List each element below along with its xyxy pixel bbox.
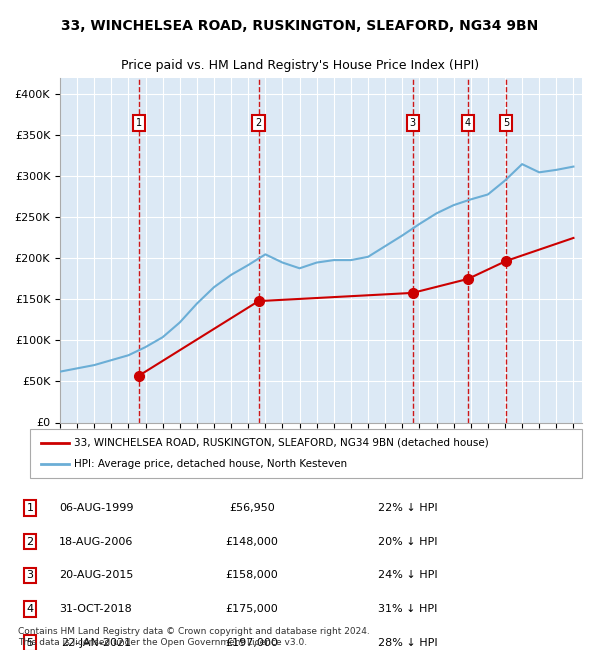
Text: 31% ↓ HPI: 31% ↓ HPI [379,604,437,614]
Text: £197,000: £197,000 [226,638,278,648]
Text: 33, WINCHELSEA ROAD, RUSKINGTON, SLEAFORD, NG34 9BN (detached house): 33, WINCHELSEA ROAD, RUSKINGTON, SLEAFOR… [74,437,489,448]
Text: 3: 3 [410,118,416,128]
Text: Contains HM Land Registry data © Crown copyright and database right 2024.
This d: Contains HM Land Registry data © Crown c… [18,627,370,647]
Text: £158,000: £158,000 [226,571,278,580]
Text: 22% ↓ HPI: 22% ↓ HPI [378,503,438,513]
Text: 1: 1 [136,118,142,128]
Text: £56,950: £56,950 [229,503,275,513]
Text: 2: 2 [26,537,34,547]
Text: 22-JAN-2021: 22-JAN-2021 [61,638,131,648]
Text: 5: 5 [26,638,34,648]
Text: £148,000: £148,000 [226,537,278,547]
Text: 18-AUG-2006: 18-AUG-2006 [59,537,133,547]
Text: 20-AUG-2015: 20-AUG-2015 [59,571,133,580]
Text: 20% ↓ HPI: 20% ↓ HPI [378,537,438,547]
Text: 4: 4 [26,604,34,614]
Text: 4: 4 [465,118,471,128]
Text: HPI: Average price, detached house, North Kesteven: HPI: Average price, detached house, Nort… [74,459,347,469]
Text: 31-OCT-2018: 31-OCT-2018 [59,604,133,614]
Text: 2: 2 [256,118,262,128]
Text: 1: 1 [26,503,34,513]
FancyBboxPatch shape [30,429,582,478]
Text: 3: 3 [26,571,34,580]
Text: 33, WINCHELSEA ROAD, RUSKINGTON, SLEAFORD, NG34 9BN: 33, WINCHELSEA ROAD, RUSKINGTON, SLEAFOR… [61,20,539,34]
Text: 28% ↓ HPI: 28% ↓ HPI [378,638,438,648]
Text: £175,000: £175,000 [226,604,278,614]
Text: 06-AUG-1999: 06-AUG-1999 [59,503,133,513]
Text: Price paid vs. HM Land Registry's House Price Index (HPI): Price paid vs. HM Land Registry's House … [121,58,479,72]
Text: 5: 5 [503,118,509,128]
Text: 24% ↓ HPI: 24% ↓ HPI [378,571,438,580]
